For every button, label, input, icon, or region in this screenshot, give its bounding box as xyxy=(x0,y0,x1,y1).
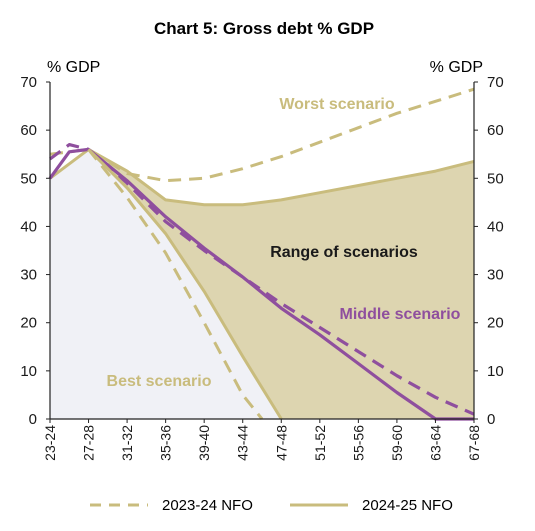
chart-title: Chart 5: Gross debt % GDP xyxy=(154,19,374,38)
x-tick-label: 47-48 xyxy=(273,425,289,461)
range-of-scenarios-band xyxy=(88,149,474,419)
x-tick-label: 43-44 xyxy=(235,425,251,461)
best-scenario-area xyxy=(50,149,282,419)
plot-area: 0 0 10 10 20 20 30 30 40 40 50 50 60 60 70 70 23-24 27-28… xyxy=(20,74,503,461)
x-tick-label: 63-64 xyxy=(427,425,443,461)
line-worst-scenario-2024-25-solid xyxy=(49,147,475,207)
x-tick-label: 35-36 xyxy=(158,425,174,461)
legend-label-2024-25: 2024-25 NFO xyxy=(362,497,453,514)
y-tick-left-label: 10 xyxy=(20,363,37,380)
y-tick-right-label: 20 xyxy=(487,315,504,332)
annotation-worst-scenario: Worst scenario xyxy=(279,96,395,113)
y-tick-left-label: 0 xyxy=(29,411,37,428)
x-tick-label: 67-68 xyxy=(466,425,482,461)
y-tick-right-label: 60 xyxy=(487,122,504,139)
y-tick-left-label: 20 xyxy=(20,315,37,332)
legend: 2023-24 NFO 2024-25 NFO xyxy=(90,497,453,514)
x-tick-label: 51-52 xyxy=(312,425,328,461)
y-tick-right-label: 10 xyxy=(487,363,504,380)
x-tick-label: 59-60 xyxy=(389,425,405,461)
x-tick-label: 39-40 xyxy=(196,425,212,461)
y-tick-right-label: 30 xyxy=(487,267,504,284)
annotations: Worst scenario Range of scenarios Middle… xyxy=(107,96,461,390)
x-tick-label: 31-32 xyxy=(119,425,135,461)
y-tick-left-label: 40 xyxy=(20,218,37,235)
y-tick-left-label: 70 xyxy=(20,74,37,91)
x-tick-label: 27-28 xyxy=(81,425,97,461)
y-tick-right-label: 50 xyxy=(487,170,504,187)
y-tick-left-label: 30 xyxy=(20,267,37,284)
y-tick-right-label: 70 xyxy=(487,74,504,91)
y-tick-right-label: 0 xyxy=(487,411,495,428)
x-tick-label: 23-24 xyxy=(42,425,58,461)
line-best-scenario-2023-24-dashed xyxy=(87,148,264,420)
annotation-range-of-scenarios: Range of scenarios xyxy=(270,244,418,261)
legend-label-2023-24: 2023-24 NFO xyxy=(162,497,253,514)
annotation-middle-scenario: Middle scenario xyxy=(340,306,461,323)
y-axis-label-left: % GDP xyxy=(47,59,100,76)
y-axis-label-right: % GDP xyxy=(430,59,483,76)
annotation-best-scenario: Best scenario xyxy=(107,373,212,390)
line-worst-scenario-2023-24-dashed xyxy=(49,87,475,183)
x-tick-label: 55-56 xyxy=(350,425,366,461)
y-tick-left-label: 60 xyxy=(20,122,37,139)
line-best-scenario-2024-25-solid xyxy=(87,148,283,420)
y-tick-left-label: 50 xyxy=(20,170,37,187)
y-tick-right-label: 40 xyxy=(487,218,504,235)
